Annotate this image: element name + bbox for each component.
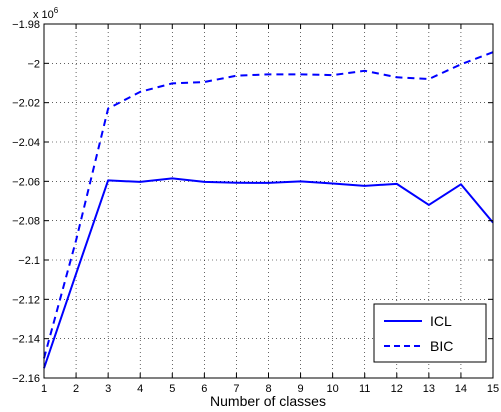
y-scale-base: x 10 <box>33 9 54 21</box>
y-tick-label: −2.06 <box>12 176 40 188</box>
legend-label-icl: ICL <box>430 313 452 329</box>
series-line-bic <box>43 51 494 359</box>
legend: ICL BIC <box>373 303 487 363</box>
x-tick-label: 15 <box>487 383 499 395</box>
x-tick-label: 1 <box>41 383 47 395</box>
x-tick-label: 5 <box>169 383 175 395</box>
y-tick-label: −2.12 <box>12 294 40 306</box>
x-tick-label: 11 <box>359 383 370 395</box>
y-tick-label: −2.02 <box>12 98 40 110</box>
tick-marks <box>43 23 494 379</box>
series-group <box>43 51 494 369</box>
y-scale-label: x 106 <box>33 6 59 21</box>
y-tick-label: −2.1 <box>18 255 40 267</box>
y-tick-label: −1.98 <box>12 19 40 31</box>
y-tick-labels: −2.16 −2.14 −2.12 −2.1 −2.08 −2.06 −2.04 −2.02 −… <box>12 19 40 385</box>
y-scale-exponent: 6 <box>54 6 59 15</box>
y-tick-label: −2.16 <box>12 373 40 385</box>
x-tick-label: 9 <box>298 383 304 395</box>
x-tick-label: 12 <box>391 383 403 395</box>
y-tick-label: −2.04 <box>12 137 40 149</box>
x-tick-label: 3 <box>105 383 111 395</box>
x-tick-label: 13 <box>423 383 435 395</box>
x-tick-label: 2 <box>73 383 79 395</box>
x-tick-labels: 1 2 3 4 5 6 7 8 9 10 11 12 13 14 15 <box>41 383 499 395</box>
y-tick-label: −2 <box>27 58 40 70</box>
x-tick-label: 6 <box>201 383 207 395</box>
legend-box <box>373 303 487 363</box>
legend-label-bic: BIC <box>430 338 453 354</box>
x-tick-label: 4 <box>137 383 143 395</box>
grid-lines <box>44 24 493 378</box>
x-tick-label: 8 <box>265 383 271 395</box>
x-tick-label: 14 <box>455 383 467 395</box>
x-tick-label: 10 <box>327 383 339 395</box>
x-axis-label: Number of classes <box>210 393 326 409</box>
x-tick-label: 7 <box>233 383 239 395</box>
y-tick-label: −2.14 <box>12 334 40 346</box>
series-line-icl <box>43 177 494 369</box>
y-tick-label: −2.08 <box>12 216 40 228</box>
